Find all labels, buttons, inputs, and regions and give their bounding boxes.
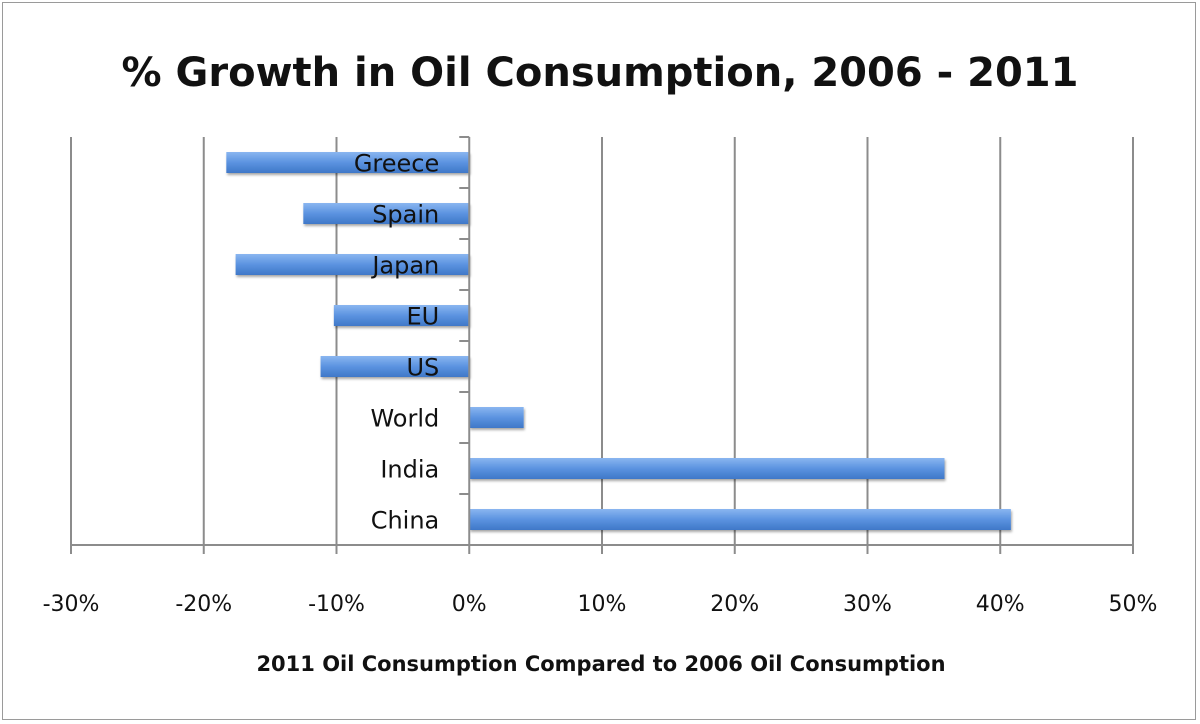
category-label: World [370, 405, 439, 433]
x-tick-label: -20% [175, 592, 232, 617]
x-tick-label: -30% [43, 592, 100, 617]
bar-greece [226, 152, 470, 173]
bar-world [469, 407, 524, 428]
x-tick-label: 10% [578, 592, 627, 617]
category-label: Greece [354, 150, 439, 178]
bar-india [469, 458, 945, 479]
x-tick-label: -10% [308, 592, 365, 617]
x-axis-label: 2011 Oil Consumption Compared to 2006 Oi… [256, 652, 945, 676]
bar-japan [235, 254, 470, 275]
bar-spain [303, 203, 470, 224]
category-label: EU [407, 303, 440, 331]
category-label: India [380, 456, 439, 484]
category-label: Japan [370, 252, 439, 280]
x-tick-label: 50% [1109, 592, 1158, 617]
x-tick-label: 40% [976, 592, 1025, 617]
bar-us [320, 356, 470, 377]
x-tick-label: 30% [843, 592, 892, 617]
bar-china [469, 509, 1011, 530]
chart-title: % Growth in Oil Consumption, 2006 - 2011 [122, 50, 1079, 96]
category-label: Spain [372, 201, 439, 229]
category-label: US [406, 354, 439, 382]
x-tick-label: 0% [452, 592, 487, 617]
bar-eu [333, 305, 470, 326]
x-tick-label: 20% [710, 592, 759, 617]
category-label: China [371, 507, 440, 535]
